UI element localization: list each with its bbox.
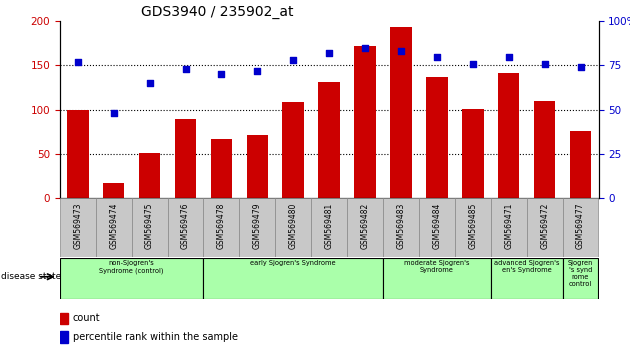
Text: GSM569484: GSM569484 [432,203,442,249]
Text: GSM569476: GSM569476 [181,203,190,250]
Bar [491,258,563,299]
Text: GSM569483: GSM569483 [396,203,406,249]
Bar [203,258,383,299]
Point [467,61,478,67]
Text: moderate Sjogren's
Syndrome: moderate Sjogren's Syndrome [404,261,469,273]
Text: GSM569475: GSM569475 [145,203,154,250]
Bar [96,198,132,257]
Text: disease state: disease state [1,272,62,281]
Point [144,80,155,86]
Point [432,54,442,59]
Text: GSM569479: GSM569479 [253,203,262,250]
Bar [132,198,168,257]
Bar [246,135,268,198]
Text: early Sjogren's Syndrome: early Sjogren's Syndrome [251,261,336,267]
Bar [390,27,412,198]
Text: GSM569481: GSM569481 [324,203,334,249]
Bar [534,101,556,198]
Point [324,50,334,56]
Bar [203,198,239,257]
Bar [347,198,383,257]
Point [504,54,514,59]
Point [217,72,227,77]
Text: GSM569474: GSM569474 [109,203,118,250]
Text: Sjogren
's synd
rome
control: Sjogren 's synd rome control [568,261,593,287]
Text: count: count [73,314,100,324]
Bar [60,331,68,343]
Bar [563,198,598,257]
Bar [419,198,455,257]
Bar [318,82,340,198]
Bar [103,183,125,198]
Bar [239,198,275,257]
Bar [462,109,484,198]
Text: GSM569478: GSM569478 [217,203,226,249]
Text: GSM569473: GSM569473 [73,203,83,250]
Point [108,110,118,116]
Bar [527,198,563,257]
Text: advanced Sjogren's
en's Syndrome: advanced Sjogren's en's Syndrome [494,261,559,273]
Bar [67,110,89,198]
Bar [354,46,376,198]
Bar [60,258,203,299]
Bar [311,198,347,257]
Bar [168,198,203,257]
Bar [491,198,527,257]
Text: percentile rank within the sample: percentile rank within the sample [73,332,238,342]
Bar [60,198,96,257]
Bar [383,198,419,257]
Point [252,68,263,74]
Point [73,59,83,65]
Bar [139,153,161,198]
Bar [498,74,520,198]
Bar [282,102,304,198]
Bar [563,258,598,299]
Text: GSM569472: GSM569472 [540,203,549,249]
Text: GSM569482: GSM569482 [360,203,370,249]
Point [180,66,190,72]
Text: GSM569477: GSM569477 [576,203,585,250]
Bar [275,198,311,257]
Bar [210,139,232,198]
Point [396,48,406,54]
Bar [175,119,197,198]
Text: GSM569480: GSM569480 [289,203,298,249]
Text: GSM569485: GSM569485 [468,203,478,249]
Point [576,64,586,70]
Bar [570,131,592,198]
Text: GSM569471: GSM569471 [504,203,513,249]
Bar [383,258,491,299]
Text: GDS3940 / 235902_at: GDS3940 / 235902_at [140,5,293,19]
Point [288,57,299,63]
Point [539,61,549,67]
Text: non-Sjogren's
Syndrome (control): non-Sjogren's Syndrome (control) [100,261,164,274]
Point [360,45,370,51]
Bar [60,313,68,324]
Bar [426,77,448,198]
Bar [455,198,491,257]
